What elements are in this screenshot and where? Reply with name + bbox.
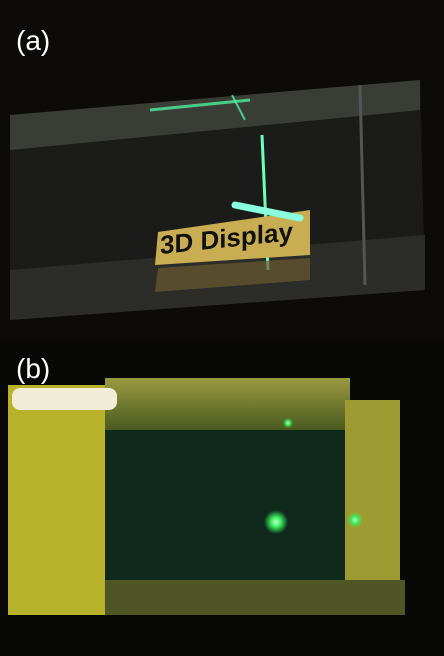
figure: 3D Display (a) (b)	[0, 0, 444, 656]
green-dot	[283, 418, 293, 428]
panel-b: (b)	[0, 340, 444, 656]
cuvette-top	[105, 378, 350, 430]
green-dot	[347, 512, 363, 528]
panel-a: 3D Display (a)	[0, 0, 444, 340]
cuvette-left	[8, 385, 108, 615]
panel-label: (b)	[16, 353, 50, 384]
cuvette-bottom	[105, 580, 405, 615]
panel-label: (a)	[16, 25, 50, 56]
glare	[12, 388, 117, 410]
green-dot	[264, 510, 288, 534]
cuvette-right	[345, 400, 400, 605]
